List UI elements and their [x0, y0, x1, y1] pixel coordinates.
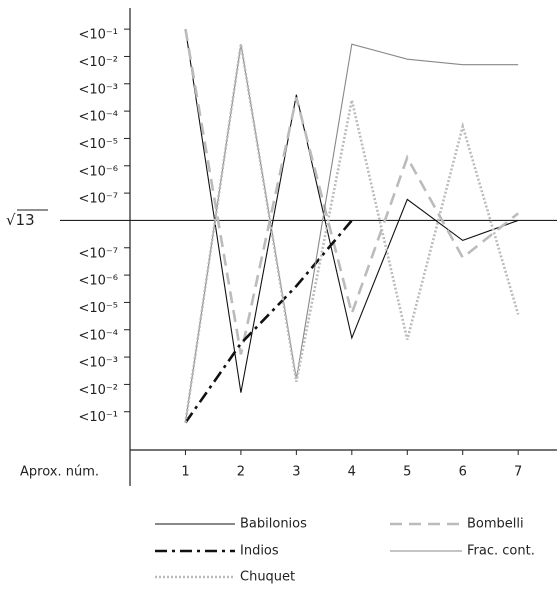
x-axis-label: Aprox. núm. — [20, 465, 99, 480]
x-tick-label: 5 — [403, 465, 411, 480]
y-tick-label: <10⁻⁶ — [78, 274, 118, 289]
y-tick-label: <10⁻¹ — [78, 410, 118, 425]
legend-label: Chuquet — [240, 570, 295, 585]
legend-label: Frac. cont. — [467, 544, 535, 559]
x-tick-label: 6 — [459, 465, 467, 480]
y-tick-label: <10⁻¹ — [78, 28, 118, 43]
y-tick-label: <10⁻⁴ — [78, 328, 118, 343]
x-tick-label: 1 — [181, 465, 189, 480]
y-tick-label: <10⁻³ — [78, 356, 118, 371]
y-tick-label: <10⁻⁷ — [78, 246, 118, 261]
x-tick-label: 4 — [348, 465, 356, 480]
y-tick-label: <10⁻² — [78, 55, 118, 70]
legend-label: Babilonios — [240, 517, 307, 532]
y-tick-label: <10⁻² — [78, 383, 118, 398]
y-tick-label: <10⁻⁷ — [78, 192, 118, 207]
series-line — [184, 43, 520, 423]
x-tick-label: 3 — [292, 465, 300, 480]
x-tick-label: 7 — [514, 465, 522, 480]
series-line — [184, 28, 519, 355]
series-line — [184, 43, 519, 423]
legend-label: Bombelli — [467, 517, 524, 532]
y-tick-label: <10⁻³ — [78, 82, 118, 97]
y-tick-label: <10⁻⁵ — [78, 137, 118, 152]
series-line — [184, 29, 519, 393]
x-tick-label: 2 — [237, 465, 245, 480]
series-line — [184, 219, 353, 424]
legend-label: Indios — [240, 544, 279, 559]
y-tick-label: √13 — [6, 211, 35, 229]
y-tick-label: <10⁻⁵ — [78, 301, 118, 316]
y-tick-label: <10⁻⁴ — [78, 110, 118, 125]
y-tick-label: <10⁻⁶ — [78, 164, 118, 179]
